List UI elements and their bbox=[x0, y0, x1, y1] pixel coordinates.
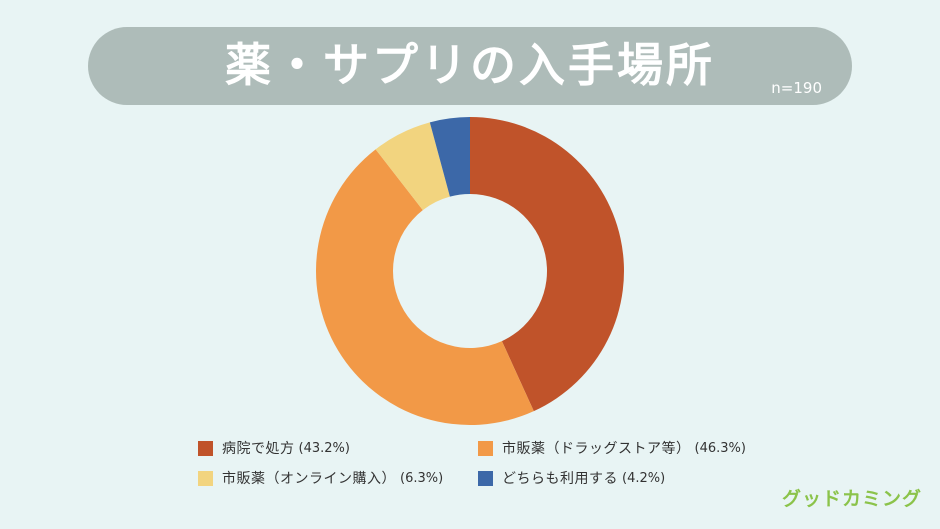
chart-title: 薬・サプリの入手場所 bbox=[225, 38, 715, 92]
legend-percent: (6.3%) bbox=[400, 470, 444, 486]
slice-drugstore bbox=[316, 149, 534, 425]
sample-size-label: n=190 bbox=[771, 79, 822, 97]
title-bar: 薬・サプリの入手場所 n=190 bbox=[88, 27, 852, 105]
legend-label: 病院で処方 bbox=[222, 441, 295, 457]
legend-percent: (43.2%) bbox=[298, 440, 350, 456]
brand-logo: グッドカミング bbox=[781, 488, 922, 510]
legend-item-both: どちらも利用する (4.2%) bbox=[478, 468, 665, 488]
slice-hospital bbox=[470, 117, 624, 412]
legend-label: 市販薬（ドラッグストア等） bbox=[502, 441, 691, 457]
legend-item-online: 市販薬（オンライン購入） (6.3%) bbox=[198, 468, 443, 488]
legend-label: 市販薬（オンライン購入） bbox=[222, 471, 396, 487]
legend-percent: (4.2%) bbox=[622, 470, 666, 486]
legend-swatch bbox=[198, 470, 213, 486]
legend-swatch bbox=[198, 440, 213, 456]
legend-swatch bbox=[478, 440, 493, 456]
legend-label: どちらも利用する bbox=[502, 471, 618, 487]
legend-percent: (46.3%) bbox=[694, 440, 746, 456]
legend-item-drugstore: 市販薬（ドラッグストア等） (46.3%) bbox=[478, 438, 746, 458]
slice-online bbox=[375, 122, 450, 211]
legend-item-hospital: 病院で処方 (43.2%) bbox=[198, 438, 350, 458]
legend-swatch bbox=[478, 470, 493, 486]
slice-both bbox=[429, 117, 470, 197]
